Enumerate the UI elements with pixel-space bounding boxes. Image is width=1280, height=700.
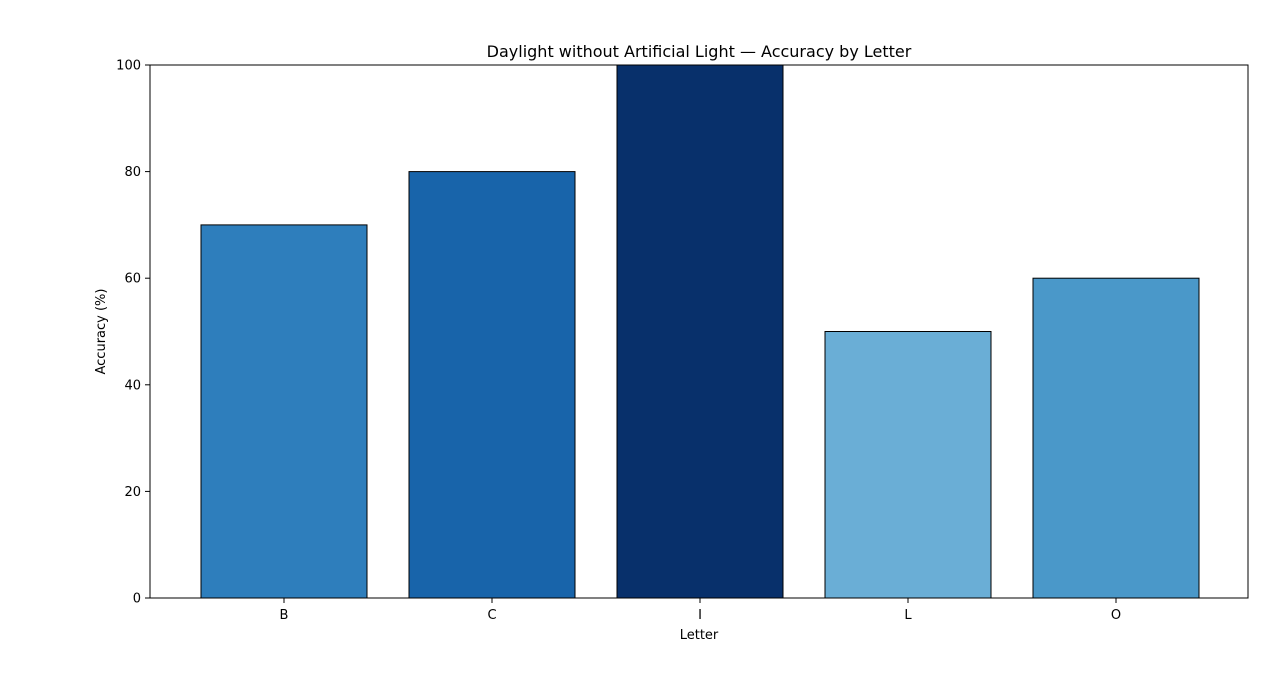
plot-frame <box>149 64 1249 599</box>
y-tick-label: 80 <box>124 165 141 180</box>
bar-b <box>200 224 368 599</box>
x-tick-label-b: B <box>280 608 289 623</box>
bar-l <box>824 331 992 599</box>
y-tick-label: 40 <box>124 378 141 393</box>
bars-layer <box>200 64 1200 599</box>
y-axis-label: Accuracy (%) <box>94 289 109 375</box>
y-tick-label: 20 <box>124 485 141 500</box>
y-tick-label: 0 <box>133 592 141 607</box>
y-tick-label: 100 <box>116 59 141 74</box>
bar-c <box>408 171 576 599</box>
bar-i <box>616 64 784 599</box>
x-tick-label-o: O <box>1111 608 1121 623</box>
chart-title: Daylight without Artificial Light — Accu… <box>487 42 912 61</box>
y-axis: 0 20 40 60 80 100 <box>116 59 150 607</box>
y-tick-label: 60 <box>124 272 141 287</box>
x-axis-label: Letter <box>680 628 719 643</box>
x-tick-label-c: C <box>487 608 496 623</box>
x-tick-label-l: L <box>904 608 912 623</box>
bar-o <box>1032 277 1200 599</box>
x-tick-label-i: I <box>698 608 702 623</box>
